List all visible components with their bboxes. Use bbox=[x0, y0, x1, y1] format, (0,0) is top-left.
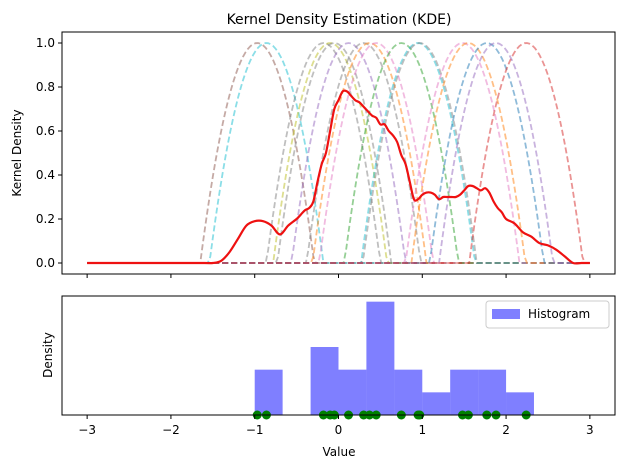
histogram-y-axis-label: Density bbox=[41, 332, 55, 378]
histogram-bar bbox=[422, 392, 451, 415]
kde-x-ticks bbox=[86, 274, 591, 278]
histogram-bar bbox=[366, 301, 395, 415]
kde-y-tick-label: 0.4 bbox=[36, 168, 55, 182]
histogram-bars bbox=[254, 301, 534, 415]
histogram-bar bbox=[394, 369, 423, 415]
chart-title: Kernel Density Estimation (KDE) bbox=[227, 12, 452, 28]
histogram-bar bbox=[506, 392, 534, 415]
histogram-panel: −3 −2 −1 0 1 2 3 Value Density Histogram bbox=[41, 295, 616, 459]
histogram-bar bbox=[310, 347, 339, 415]
histogram-bar bbox=[254, 369, 283, 415]
kde-panel: Kernel Density Estimation (KDE) 0.00.20.… bbox=[10, 12, 616, 278]
histogram-bar bbox=[478, 369, 507, 415]
histogram-x-ticks: −3 −2 −1 0 1 2 3 bbox=[78, 415, 594, 437]
legend-swatch-histogram bbox=[492, 309, 520, 319]
kde-y-tick-label: 0.6 bbox=[36, 124, 55, 138]
legend-label-histogram: Histogram bbox=[528, 307, 590, 321]
kde-y-ticks: 0.0 0.2 0.4 0.6 0.8 1.0 bbox=[36, 36, 62, 270]
histogram-x-tick-label: −3 bbox=[78, 423, 96, 437]
kde-y-axis-label: Kernel Density bbox=[10, 109, 24, 196]
histogram-x-tick-label: 3 bbox=[586, 423, 594, 437]
histogram-bar bbox=[338, 369, 367, 415]
kde-y-tick-label: 1.0 bbox=[36, 36, 55, 50]
histogram-x-tick-label: 0 bbox=[335, 423, 343, 437]
histogram-x-tick-label: −2 bbox=[162, 423, 180, 437]
legend: Histogram bbox=[485, 300, 610, 329]
histogram-x-tick-label: 1 bbox=[418, 423, 426, 437]
kde-y-tick-label: 0.8 bbox=[36, 80, 55, 94]
histogram-x-tick-label: −1 bbox=[246, 423, 264, 437]
histogram-x-tick-label: 2 bbox=[502, 423, 510, 437]
density-curve bbox=[87, 89, 590, 265]
legend-box bbox=[485, 300, 610, 329]
kde-y-tick-label: 0.0 bbox=[36, 256, 55, 270]
histogram-bar bbox=[450, 369, 479, 415]
kde-y-tick-label: 0.2 bbox=[36, 212, 55, 226]
histogram-x-axis-label: Value bbox=[323, 445, 356, 459]
